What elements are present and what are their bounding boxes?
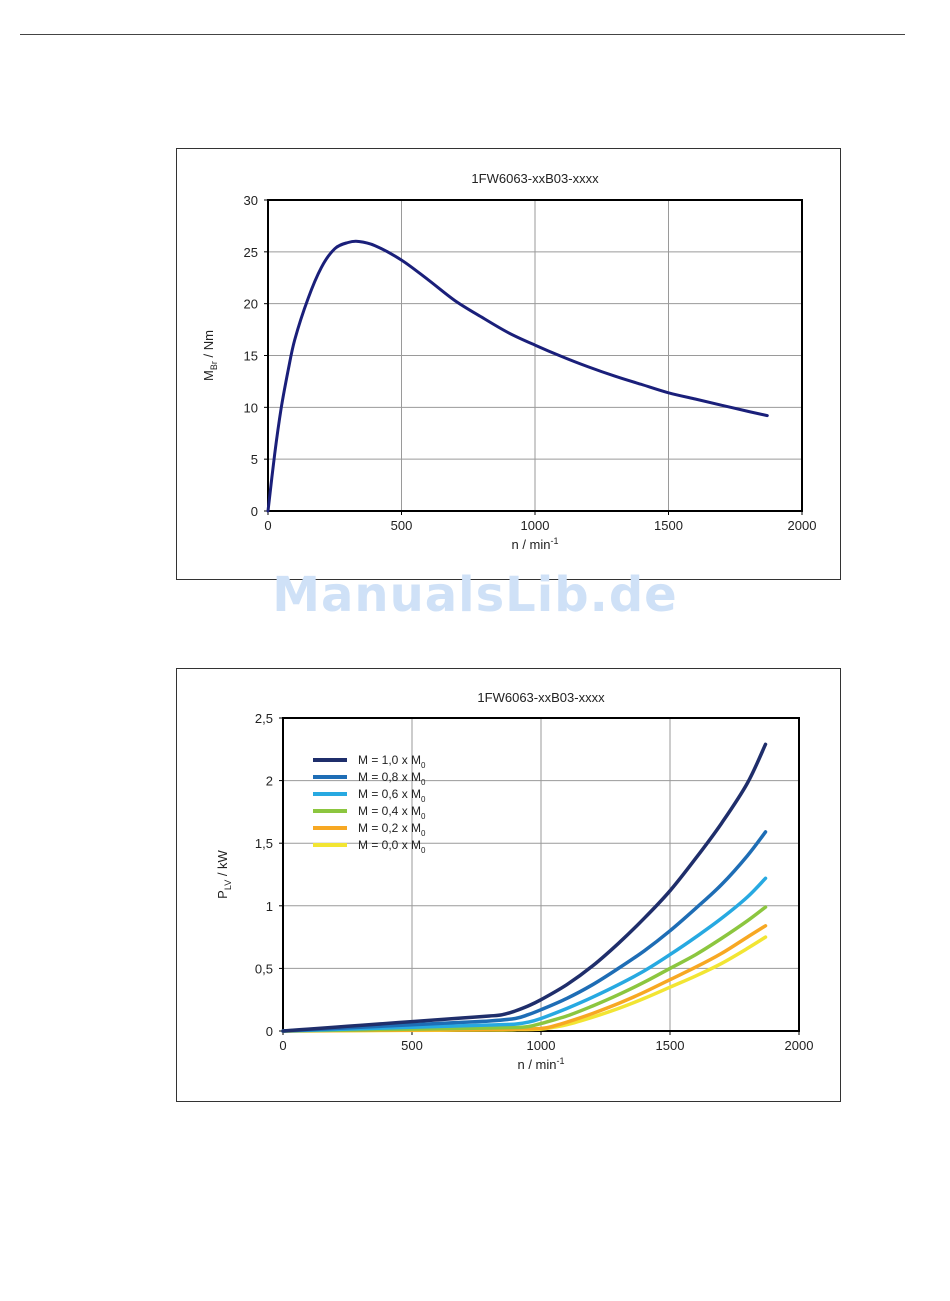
x-tick-label: 500 bbox=[391, 518, 413, 533]
legend-label-main: M = 0,4 x M bbox=[358, 804, 421, 818]
x-tick-label: 1000 bbox=[521, 518, 550, 533]
series-line-1 bbox=[281, 742, 768, 1033]
x-tick-label: 2000 bbox=[785, 1038, 814, 1053]
legend-label-sub: 0 bbox=[421, 795, 426, 804]
legend-label-sub: 0 bbox=[421, 812, 426, 821]
x-axis-label-main: n / min bbox=[511, 537, 550, 552]
legend-label-6: M = 0,0 x M0 bbox=[358, 838, 426, 855]
legend-label-main: M = 0,8 x M bbox=[358, 770, 421, 784]
legend-label-main: M = 0,0 x M bbox=[358, 838, 421, 852]
x-tick-label: 1500 bbox=[654, 518, 683, 533]
y-axis-label-main: M bbox=[201, 370, 216, 381]
legend-label-main: M = 1,0 x M bbox=[358, 753, 421, 767]
y-axis-label-main: P bbox=[215, 890, 230, 899]
y-tick-label: 5 bbox=[251, 452, 258, 467]
y-tick-label: 1,5 bbox=[255, 836, 273, 851]
series-line-4 bbox=[281, 905, 768, 1033]
x-tick-label: 0 bbox=[264, 518, 271, 533]
chart-title: 1FW6063-xxB03-xxxx bbox=[477, 690, 605, 705]
x-axis-label-sup: -1 bbox=[551, 536, 559, 546]
x-axis-label: n / min-1 bbox=[511, 536, 558, 552]
y-tick-label: 15 bbox=[244, 349, 258, 364]
y-tick-label: 30 bbox=[244, 193, 258, 208]
y-tick-label: 0,5 bbox=[255, 961, 273, 976]
y-axis-label-unit: / Nm bbox=[201, 330, 216, 361]
legend-label-1: M = 1,0 x M0 bbox=[358, 753, 426, 770]
series-line-2 bbox=[281, 830, 768, 1033]
x-axis-label-main: n / min bbox=[517, 1057, 556, 1072]
y-axis-label-unit: / kW bbox=[215, 849, 230, 879]
legend-label-main: M = 0,2 x M bbox=[358, 821, 421, 835]
y-axis-label-sub: Br bbox=[209, 361, 219, 370]
y-tick-label: 2,5 bbox=[255, 711, 273, 726]
legend-label-5: M = 0,2 x M0 bbox=[358, 821, 426, 838]
legend-label-3: M = 0,6 x M0 bbox=[358, 787, 426, 804]
y-tick-label: 0 bbox=[251, 504, 258, 519]
y-tick-label: 25 bbox=[244, 245, 258, 260]
y-tick-label: 10 bbox=[244, 400, 258, 415]
x-tick-label: 500 bbox=[401, 1038, 423, 1053]
y-axis-label: MBr / Nm bbox=[201, 330, 219, 381]
x-tick-label: 1500 bbox=[656, 1038, 685, 1053]
power-loss-chart-frame: 1FW6063-xxB03-xxxx 0 500 1000 1500 2000 0 0,5 1 1… bbox=[176, 668, 841, 1102]
x-tick-label: 1000 bbox=[527, 1038, 556, 1053]
y-tick-label: 20 bbox=[244, 297, 258, 312]
x-axis-label: n / min-1 bbox=[517, 1056, 564, 1072]
x-tick-label: 2000 bbox=[788, 518, 817, 533]
legend-label-2: M = 0,8 x M0 bbox=[358, 770, 426, 787]
x-tick-label: 0 bbox=[279, 1038, 286, 1053]
series-line-1 bbox=[266, 239, 769, 513]
header-rule bbox=[20, 34, 905, 35]
x-axis-label-sup: -1 bbox=[557, 1056, 565, 1066]
legend-label-sub: 0 bbox=[421, 761, 426, 770]
y-axis-label: PLV / kW bbox=[215, 849, 233, 898]
y-tick-label: 0 bbox=[266, 1024, 273, 1039]
torque-chart-frame: 1FW6063-xxB03-xxxx 0 500 1000 1500 2000 0 5 10 15… bbox=[176, 148, 841, 580]
chart-title: 1FW6063-xxB03-xxxx bbox=[471, 171, 599, 186]
y-tick-label: 1 bbox=[266, 899, 273, 914]
legend-label-sub: 0 bbox=[421, 846, 426, 855]
y-tick-label: 2 bbox=[266, 774, 273, 789]
legend-label-sub: 0 bbox=[421, 829, 426, 838]
legend-label-sub: 0 bbox=[421, 778, 426, 787]
torque-chart: 1FW6063-xxB03-xxxx 0 500 1000 1500 2000 0 5 10 15… bbox=[201, 171, 817, 552]
y-axis-label-sub: LV bbox=[223, 880, 233, 890]
legend-label-main: M = 0,6 x M bbox=[358, 787, 421, 801]
legend-label-4: M = 0,4 x M0 bbox=[358, 804, 426, 821]
